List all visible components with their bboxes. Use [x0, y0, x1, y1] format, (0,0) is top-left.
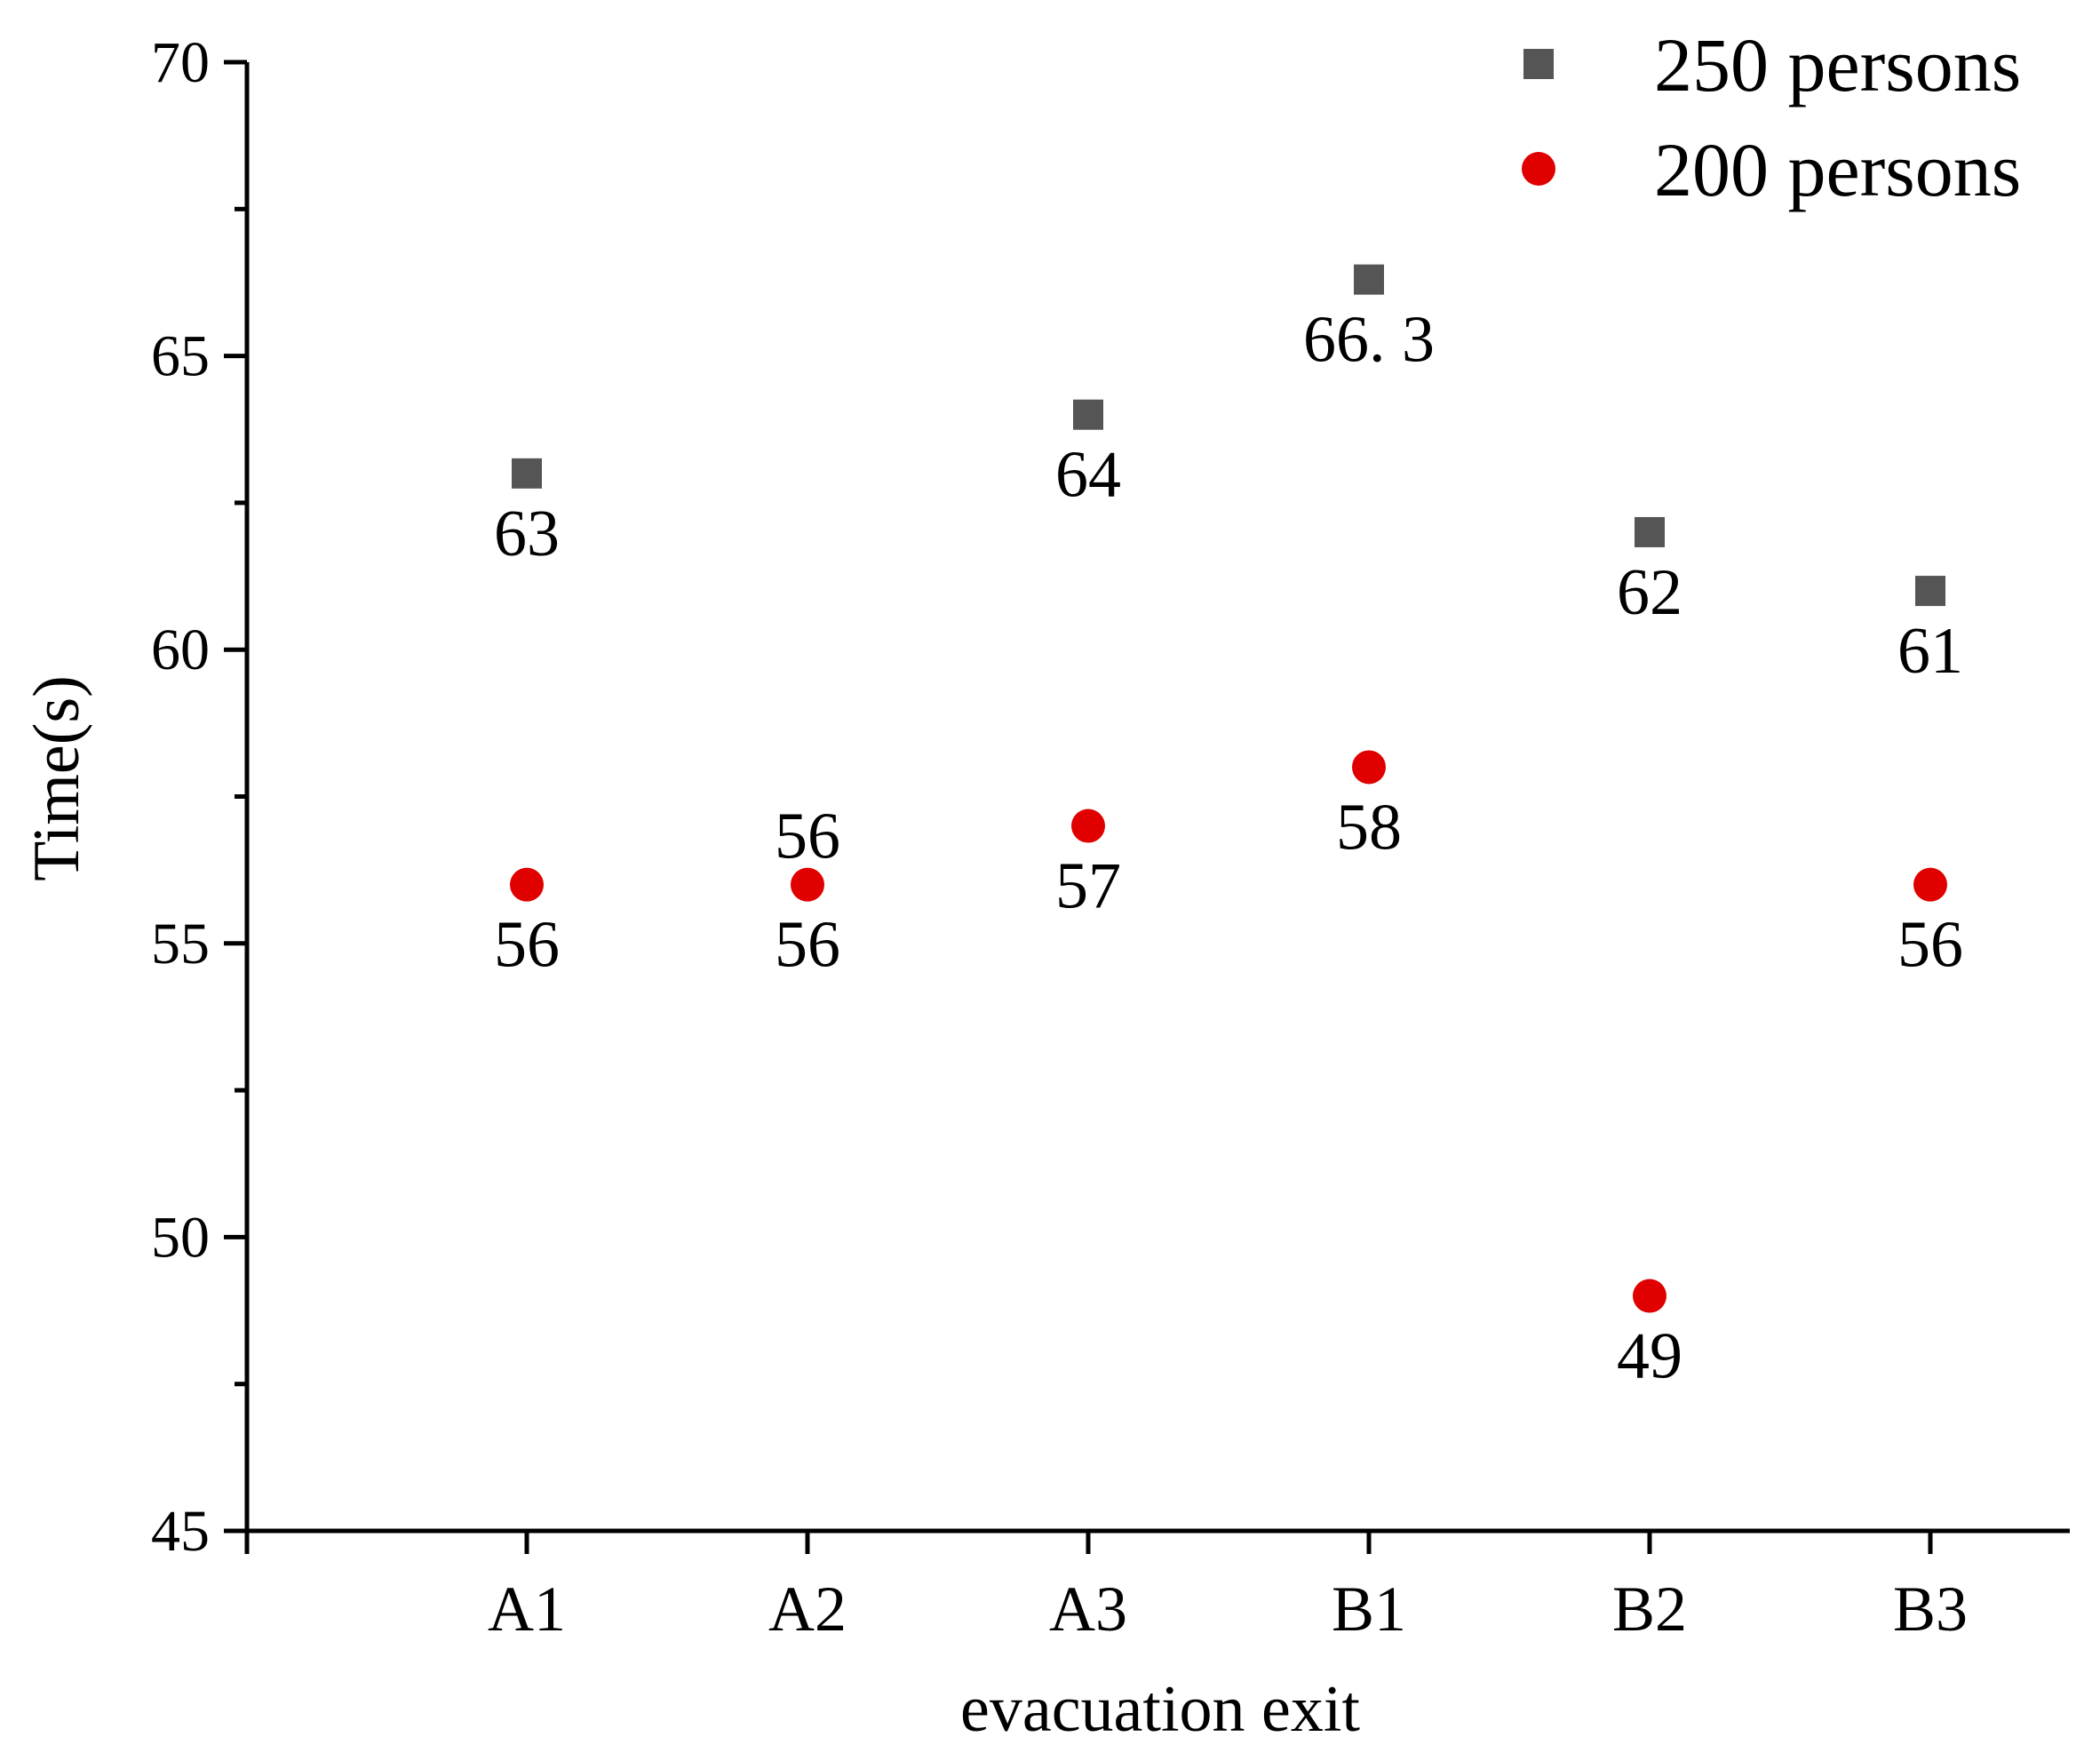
data-label-point-200-a1: 56: [494, 909, 560, 982]
data-label-point-250-b1: 66. 3: [1303, 304, 1435, 377]
point-200-b2: [1633, 1279, 1666, 1313]
x-tick-label-a1: A1: [488, 1574, 566, 1645]
legend-label: 200 persons: [1654, 127, 2021, 212]
data-labels-group: 63 64 66. 3 62 61 56 56 57 58 49 56 56: [494, 304, 1963, 1393]
point-250-a1: [512, 458, 542, 489]
data-label-point-200-b3: 56: [1897, 909, 1963, 982]
y-tick-label: 45: [151, 1499, 210, 1564]
x-tick-label-a3: A3: [1049, 1574, 1127, 1645]
axes-group: [244, 62, 2070, 1534]
data-label-point-200-b2: 49: [1617, 1320, 1682, 1393]
marks-group: [510, 264, 1947, 1313]
ticks-group: 45 50 55 60 65 70 A1 A2 A3 B1 B2 B3: [151, 30, 1968, 1645]
legend-label: 250 persons: [1654, 22, 2021, 108]
y-tick-label: 70: [151, 30, 210, 95]
point-200-a3: [1071, 809, 1105, 843]
point-250-b1: [1354, 264, 1384, 295]
x-tick-label-b2: B2: [1612, 1574, 1687, 1645]
x-tick-label-b3: B3: [1893, 1574, 1968, 1645]
point-250-b3: [1915, 576, 1945, 607]
y-tick-label: 50: [151, 1205, 210, 1270]
data-label-point-200-b1: 58: [1336, 791, 1402, 864]
x-axis-title: evacuation exit: [960, 1673, 1360, 1745]
data-label-point-200-a2: 56: [775, 909, 840, 982]
y-tick-label: 60: [151, 618, 210, 682]
legend-marker-square: [1523, 49, 1554, 79]
data-label-point-250-a1: 63: [494, 498, 560, 570]
point-200-a2: [791, 867, 824, 902]
x-tick-label-b1: B1: [1332, 1574, 1406, 1645]
point-200-a1: [510, 867, 544, 902]
y-axis-title: Time(s): [20, 675, 93, 881]
data-label-point-250-b2: 62: [1617, 556, 1682, 629]
annotation-label: 56: [775, 801, 840, 873]
legend-marker-circle: [1522, 152, 1555, 186]
data-label-point-200-a3: 57: [1055, 850, 1121, 923]
y-tick-label: 65: [151, 324, 210, 389]
data-label-point-250-b3: 61: [1897, 615, 1963, 688]
legend: 250 persons 200 persons: [1522, 22, 2021, 212]
point-200-b1: [1352, 750, 1386, 785]
point-250-a3: [1073, 399, 1103, 430]
data-label-point-250-a3: 64: [1055, 439, 1121, 512]
point-200-b3: [1913, 867, 1947, 902]
point-250-b2: [1635, 516, 1665, 547]
x-tick-label-a2: A2: [768, 1574, 847, 1645]
y-tick-label: 55: [151, 912, 210, 976]
